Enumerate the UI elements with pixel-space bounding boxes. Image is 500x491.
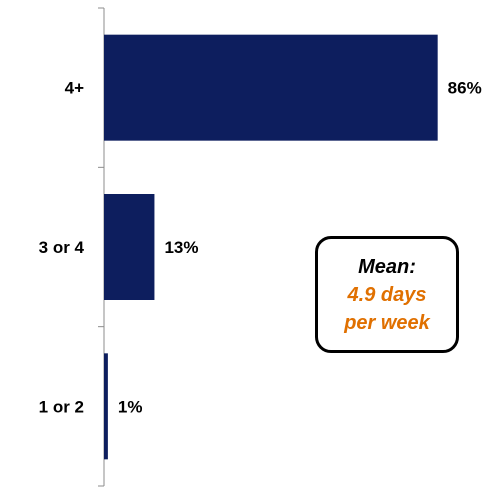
bars-layer (104, 34, 438, 460)
value-label-0: 86% (448, 79, 482, 98)
axis-layer (98, 7, 105, 487)
bar-0 (104, 34, 438, 141)
mean-title: Mean: (358, 255, 416, 278)
value-label-2: 1% (118, 397, 143, 416)
labels-layer: 4+ 86% 3 or 4 13% 1 or 2 1% (39, 79, 482, 417)
bar-1 (104, 194, 155, 300)
value-label-1: 13% (164, 238, 198, 257)
category-label-1: 3 or 4 (39, 238, 85, 257)
mean-value-line2: per week (344, 311, 430, 334)
mean-annotation-box: Mean: 4.9 days per week (315, 236, 459, 353)
category-label-0: 4+ (65, 79, 84, 98)
category-label-2: 1 or 2 (39, 397, 84, 416)
mean-value-line1: 4.9 days (347, 283, 427, 306)
bar-2 (104, 353, 108, 460)
